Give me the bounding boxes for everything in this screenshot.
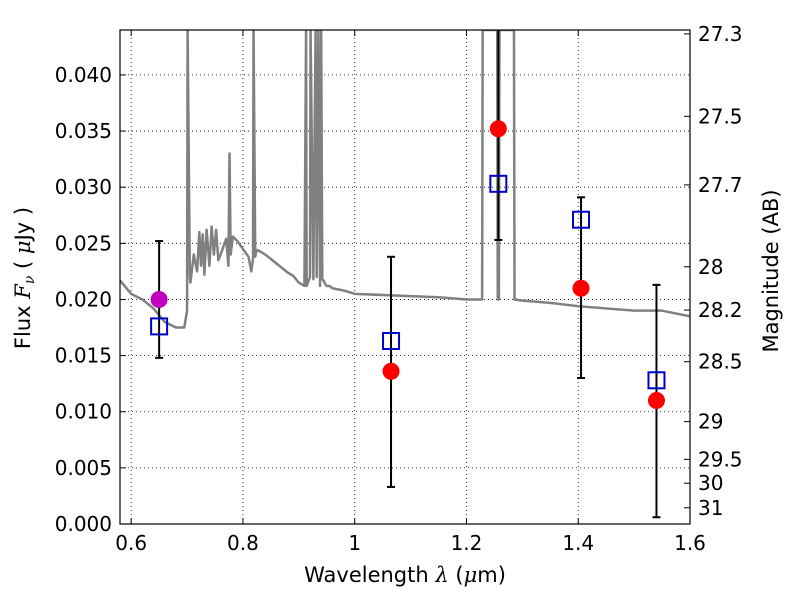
x-axis-title: Wavelength λ (μm) [304, 563, 506, 587]
y-axis-unit-open: ( [11, 261, 35, 269]
observed-point [647, 392, 665, 409]
y2-tick-label: 29.5 [698, 447, 743, 471]
y2-tick-label: 28.2 [698, 298, 743, 322]
y-tick-label: 0.015 [55, 344, 112, 368]
observed-point [572, 279, 590, 297]
x-tick-label: 1.4 [562, 531, 594, 555]
y-axis-title: Flux Fν ( μJy ) [11, 207, 38, 349]
x-axis-unit-mu: μ [464, 563, 478, 587]
x-tick-label: 1.6 [674, 531, 706, 555]
y-tick-label: 0.000 [55, 512, 112, 536]
y-tick-label: 0.005 [55, 456, 112, 480]
model-point [572, 210, 591, 229]
y2-tick-label: 27.3 [698, 22, 743, 46]
model-points [150, 174, 666, 390]
x-tick-label: 1.2 [451, 531, 483, 555]
y-axis-subscript: ν [22, 275, 38, 284]
x-tick-label: 1 [348, 531, 361, 555]
y-tick-label: 0.040 [55, 63, 112, 87]
observed-points [150, 120, 665, 409]
x-tick-label: 0.6 [115, 531, 147, 555]
y2-tick-label: 29 [698, 410, 723, 434]
x-axis-title-text: Wavelength [304, 563, 429, 587]
error-bars [155, 30, 661, 519]
y2-tick-label: 27.7 [698, 173, 743, 197]
y2-tick-label: 28.5 [698, 350, 743, 374]
y-tick-label: 0.020 [55, 287, 112, 311]
y-axis-symbol: F [11, 283, 35, 300]
y-tick-label: 0.035 [55, 119, 112, 143]
x-axis-unit-rest: m) [477, 563, 506, 587]
x-tick-label: 0.8 [227, 531, 259, 555]
model-point [382, 331, 401, 350]
observed-point [150, 290, 168, 308]
x-axis-symbol: λ [434, 563, 448, 587]
x-axis-ticks: 0.6 0.8 1 1.2 1.4 1.6 [115, 30, 706, 555]
y-tick-label: 0.010 [55, 400, 112, 424]
y-axis-unit-rest: Jy ) [11, 207, 35, 243]
y2-axis-title: Magnitude (AB) [759, 189, 783, 352]
observed-point [489, 120, 507, 138]
model-point [489, 174, 508, 193]
model-point [647, 371, 666, 390]
y2-tick-label: 31 [698, 496, 723, 520]
y2-tick-label: 30 [698, 471, 723, 495]
y-tick-label: 0.030 [55, 175, 112, 199]
observed-point [382, 362, 400, 380]
model-point [150, 317, 169, 336]
y-tick-label: 0.025 [55, 231, 112, 255]
model-spectrum-line [120, 30, 690, 329]
grid-lines [120, 30, 690, 524]
y-axis-title-text: Flux [11, 305, 35, 349]
y2-tick-label: 27.5 [698, 104, 743, 128]
y-axis-unit-mu: μ [11, 240, 35, 254]
plot-frame [119, 29, 691, 525]
y-axis-ticks: 0.000 0.005 0.010 0.015 0.020 0.025 0.030 0.035… [55, 63, 126, 536]
x-axis-unit-open: ( [455, 563, 463, 587]
y2-tick-label: 28 [698, 255, 723, 279]
